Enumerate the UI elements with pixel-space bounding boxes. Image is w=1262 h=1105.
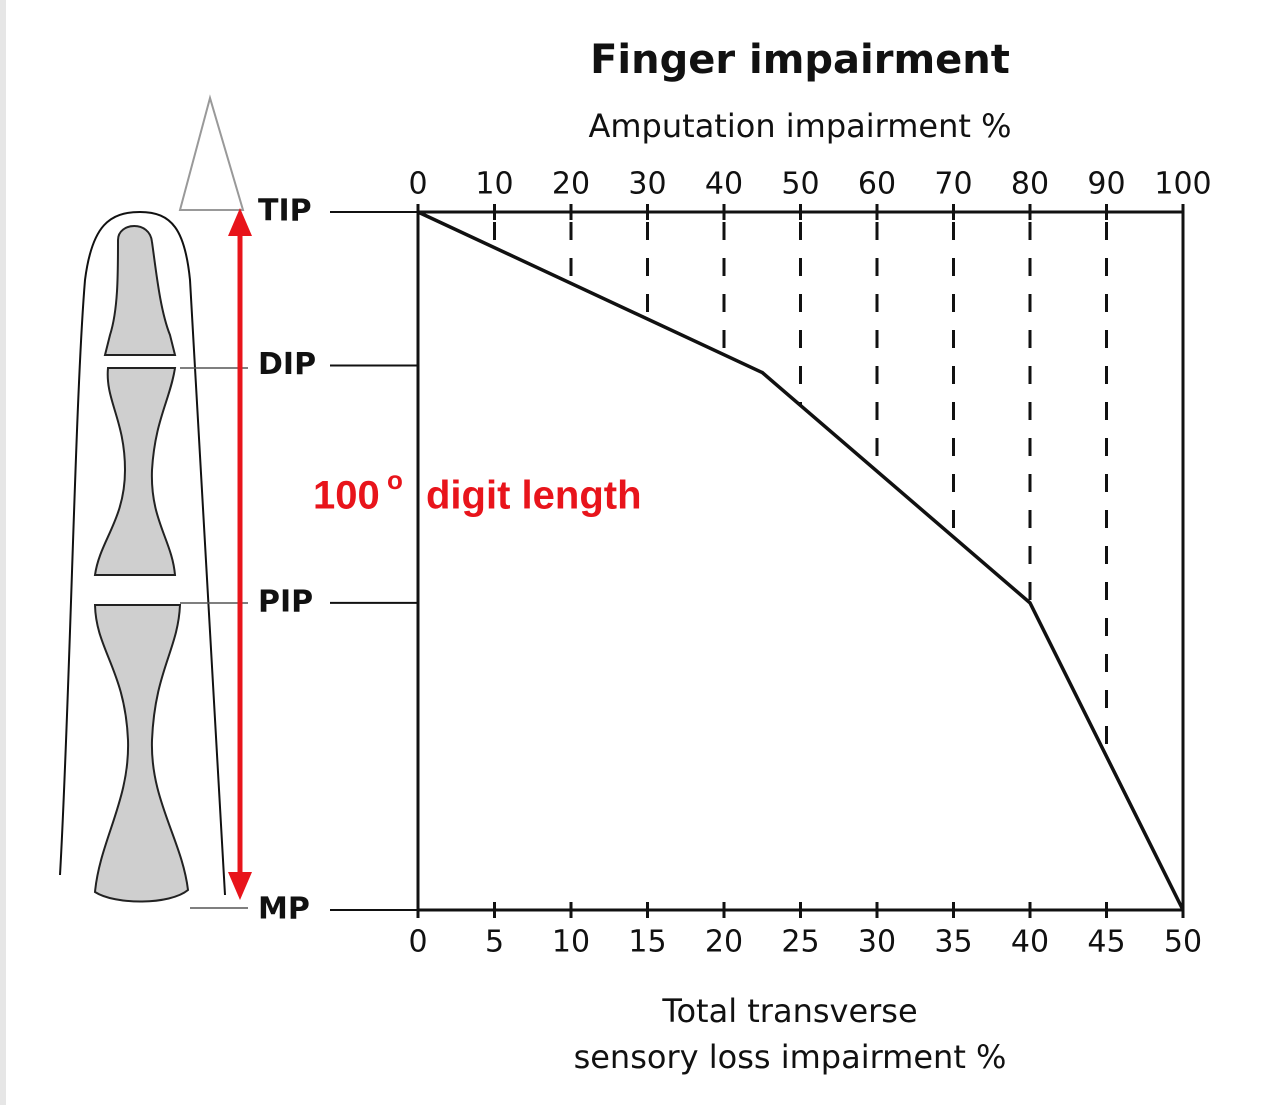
- x2-tick-label: 15: [628, 925, 666, 960]
- x2-tick-label: 0: [408, 925, 427, 960]
- edge: [0, 0, 6, 1105]
- x-tick-label: 70: [934, 167, 972, 202]
- chart: Finger impairment Amputation impairment …: [0, 0, 1262, 1105]
- y-tick-label: MP: [258, 892, 310, 927]
- x2-tick-label: 25: [781, 925, 819, 960]
- x-tick-label: 100: [1154, 167, 1211, 202]
- x-tick-label: 40: [705, 167, 743, 202]
- x-axis-label: Amputation impairment %: [588, 107, 1011, 145]
- annotation-text: 100: [313, 474, 380, 518]
- x-tick-label: 0: [408, 167, 427, 202]
- x2-tick-label: 10: [552, 925, 590, 960]
- chart-title: Finger impairment: [590, 37, 1010, 83]
- x-tick-label: 30: [628, 167, 666, 202]
- annotation: 100 o digit length: [313, 465, 642, 518]
- x2-tick-label: 30: [858, 925, 896, 960]
- x-tick-label: 20: [552, 167, 590, 202]
- annotation-superscript: o: [387, 465, 403, 495]
- x2-tick-label: 45: [1087, 925, 1125, 960]
- x2-tick-label: 50: [1164, 925, 1202, 960]
- x-tick-label: 10: [475, 167, 513, 202]
- x-tick-label: 50: [781, 167, 819, 202]
- x-tick-label: 90: [1087, 167, 1125, 202]
- y-tick-label: PIP: [258, 584, 313, 619]
- x2-tick-label: 5: [485, 925, 504, 960]
- x-tick-label: 60: [858, 167, 896, 202]
- x-tick-label: 80: [1011, 167, 1049, 202]
- x2-axis-label: Total transverse: [661, 992, 917, 1030]
- x2-tick-label: 20: [705, 925, 743, 960]
- annotation-text: digit length: [426, 474, 642, 518]
- x2-tick-label: 35: [934, 925, 972, 960]
- x2-tick-label: 40: [1011, 925, 1049, 960]
- x2-axis-label: sensory loss impairment %: [574, 1038, 1007, 1076]
- y-tick-label: TIP: [258, 194, 312, 229]
- y-tick-label: DIP: [258, 347, 316, 382]
